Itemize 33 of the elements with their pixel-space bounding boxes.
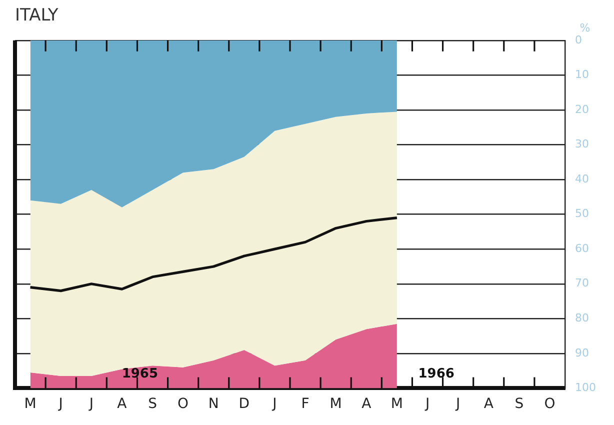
x-tick-label: M [330,396,342,412]
y-tick-label: 20 [575,102,590,116]
x-tick-label: O [178,396,189,412]
y-tick-label: 10 [575,68,590,82]
x-tick-label: J [272,396,277,412]
x-tick-label: J [454,396,460,412]
y-tick-label: 0 [575,33,582,46]
y-tick-label: 30 [575,138,590,151]
x-tick-label: N [208,396,219,412]
x-tick-label: M [24,396,36,412]
y-tick-label: 80 [575,312,590,324]
x-tick-label: F [301,396,310,412]
x-tick-label: O [544,396,556,412]
x-tick-label: J [88,396,94,412]
chart-title: ITALY [15,6,59,26]
y-tick-label: 60 [575,242,590,255]
annotation: 1966 [418,366,454,382]
y-axis-title: % [580,21,590,34]
y-tick-label: 40 [575,172,590,186]
x-tick-label: S [148,396,158,412]
x-tick-label: S [514,396,524,412]
x-tick-label: M [390,396,403,412]
y-tick-label: 70 [575,276,590,290]
annotation: 1965 [122,366,158,382]
y-tick-label: 50 [575,207,590,220]
y-tick-label: 90 [575,346,590,360]
x-tick-label: A [117,396,128,412]
x-tick-label: J [58,396,63,412]
x-tick-label: A [484,396,494,412]
y-tick-label: 100 [575,381,596,394]
x-tick-label: A [362,396,372,412]
x-tick-label: D [238,396,250,412]
x-tick-label: J [424,396,430,412]
